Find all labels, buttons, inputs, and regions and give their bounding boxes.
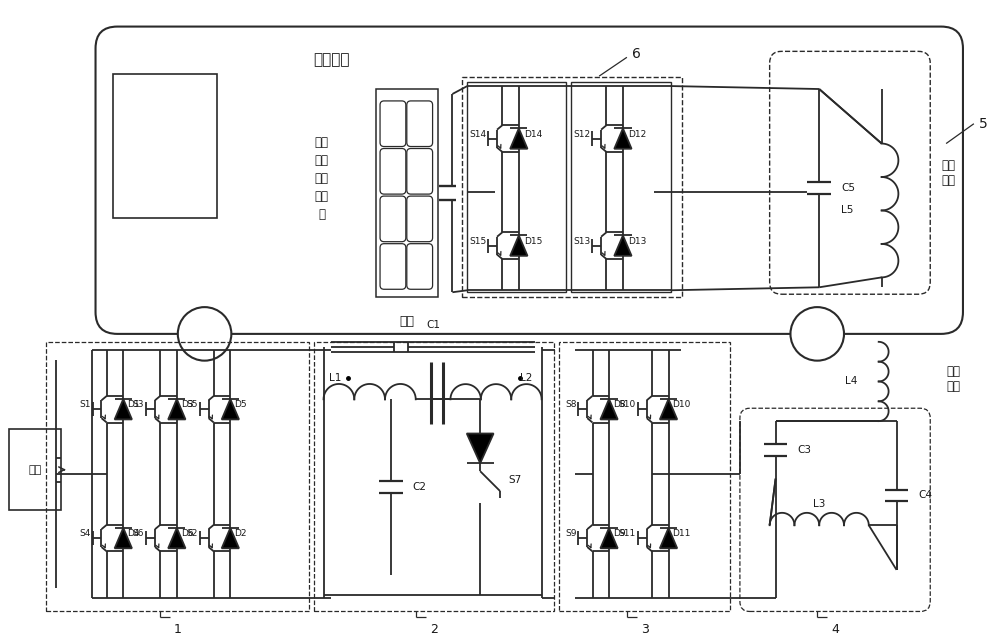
Text: 1: 1	[174, 623, 182, 636]
Text: L3: L3	[813, 499, 825, 509]
Text: 电池: 电池	[399, 315, 414, 328]
Text: D4: D4	[127, 529, 140, 538]
Polygon shape	[600, 528, 618, 548]
Text: D10: D10	[672, 400, 691, 409]
Bar	[9, 429, 61, 510]
Text: 电动汽车: 电动汽车	[313, 52, 350, 67]
Text: 接收
线圈: 接收 线圈	[941, 159, 955, 187]
Text: D3: D3	[181, 400, 193, 409]
Text: S4: S4	[79, 529, 91, 538]
Text: S15: S15	[469, 237, 486, 246]
Text: 电网: 电网	[28, 465, 42, 474]
Bar	[113, 74, 217, 218]
Bar	[467, 82, 566, 292]
Bar	[314, 342, 554, 611]
Text: L4: L4	[845, 376, 857, 386]
Text: 2: 2	[430, 623, 438, 636]
Text: 3: 3	[641, 623, 649, 636]
Text: L5: L5	[841, 205, 853, 216]
Bar	[571, 82, 671, 292]
Circle shape	[790, 307, 844, 361]
Text: 接收
端电
力电
子结
构: 接收 端电 力电 子结 构	[315, 135, 329, 221]
Text: D13: D13	[628, 237, 646, 246]
Polygon shape	[467, 433, 494, 464]
Polygon shape	[222, 399, 239, 419]
Text: D14: D14	[524, 130, 542, 139]
Polygon shape	[614, 236, 632, 256]
Text: 5: 5	[979, 117, 988, 131]
Polygon shape	[600, 399, 618, 419]
Polygon shape	[222, 528, 239, 548]
Text: D9: D9	[613, 529, 626, 538]
Text: D15: D15	[524, 237, 542, 246]
Text: S8: S8	[565, 400, 577, 409]
Text: S2: S2	[186, 529, 198, 538]
Text: C5: C5	[841, 183, 855, 193]
Text: D2: D2	[234, 529, 247, 538]
Text: S13: S13	[573, 237, 590, 246]
Text: S11: S11	[619, 529, 636, 538]
Text: S3: S3	[133, 400, 144, 409]
Circle shape	[178, 307, 231, 361]
Text: S6: S6	[133, 529, 144, 538]
Polygon shape	[510, 236, 527, 256]
Text: D12: D12	[628, 130, 646, 139]
Bar	[462, 77, 682, 297]
Text: S14: S14	[469, 130, 486, 139]
Text: C1: C1	[427, 320, 441, 330]
Text: D11: D11	[672, 529, 691, 538]
Text: S7: S7	[508, 475, 521, 485]
Text: S5: S5	[186, 400, 198, 409]
Polygon shape	[614, 128, 632, 149]
Bar	[376, 89, 438, 297]
Polygon shape	[168, 528, 185, 548]
Text: 4: 4	[831, 623, 839, 636]
Text: 6: 6	[632, 48, 641, 62]
Text: C2: C2	[413, 482, 427, 492]
Bar	[46, 342, 309, 611]
Polygon shape	[660, 528, 677, 548]
Polygon shape	[168, 399, 185, 419]
Bar	[559, 342, 730, 611]
Text: D6: D6	[181, 529, 193, 538]
Polygon shape	[510, 128, 527, 149]
Text: D8: D8	[613, 400, 626, 409]
Text: D1: D1	[127, 400, 140, 409]
Text: 发射
线圈: 发射 线圈	[946, 365, 960, 394]
Polygon shape	[115, 528, 132, 548]
Text: C4: C4	[918, 490, 932, 501]
Text: S10: S10	[619, 400, 636, 409]
Polygon shape	[115, 399, 132, 419]
Text: S1: S1	[79, 400, 91, 409]
Text: S12: S12	[573, 130, 590, 139]
Text: L1: L1	[329, 374, 341, 383]
Text: L2: L2	[520, 374, 532, 383]
Polygon shape	[660, 399, 677, 419]
Text: D5: D5	[234, 400, 247, 409]
Text: S9: S9	[565, 529, 577, 538]
Text: C3: C3	[797, 445, 811, 455]
